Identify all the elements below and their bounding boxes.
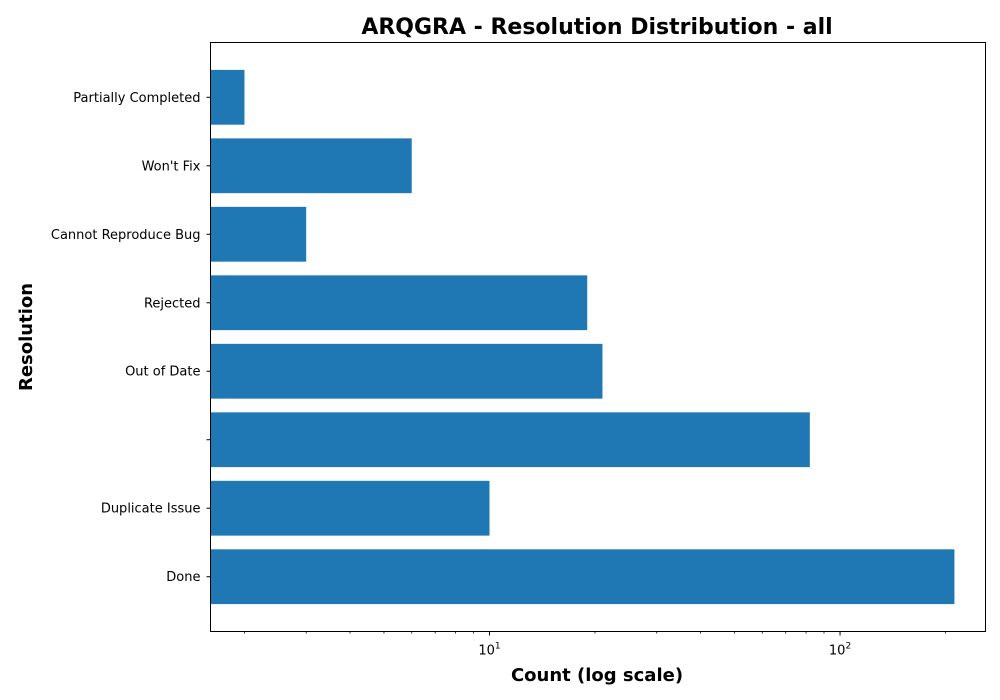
bar [210,275,588,331]
bar [210,138,412,194]
y-tick-label: Done [166,570,200,585]
bars-group [210,69,955,605]
x-tick-label: 102 [829,642,851,659]
bar [210,206,307,262]
y-axis-ticks: Done Duplicate Issue Out of Date Rejected Ca… [51,91,211,585]
y-tick-label: Partially Completed [73,91,200,106]
x-tick-label: 101 [478,642,500,659]
y-tick-label: Duplicate Issue [101,502,201,517]
bar [210,412,810,468]
y-tick-label: Cannot Reproduce Bug [51,228,201,243]
bar [210,549,955,605]
chart-title: ARQGRA - Resolution Distribution - all [361,15,832,40]
y-axis-label: Resolution [16,283,37,391]
bar [210,343,603,399]
bar [210,480,490,536]
y-tick-label: Rejected [144,296,201,311]
x-axis-ticks: 101 102 [244,631,946,659]
y-tick-label: Out of Date [125,365,200,380]
plot-frame [210,42,986,632]
y-tick-label: Won't Fix [142,159,201,174]
bar [210,69,245,125]
x-axis-label: Count (log scale) [511,665,683,686]
